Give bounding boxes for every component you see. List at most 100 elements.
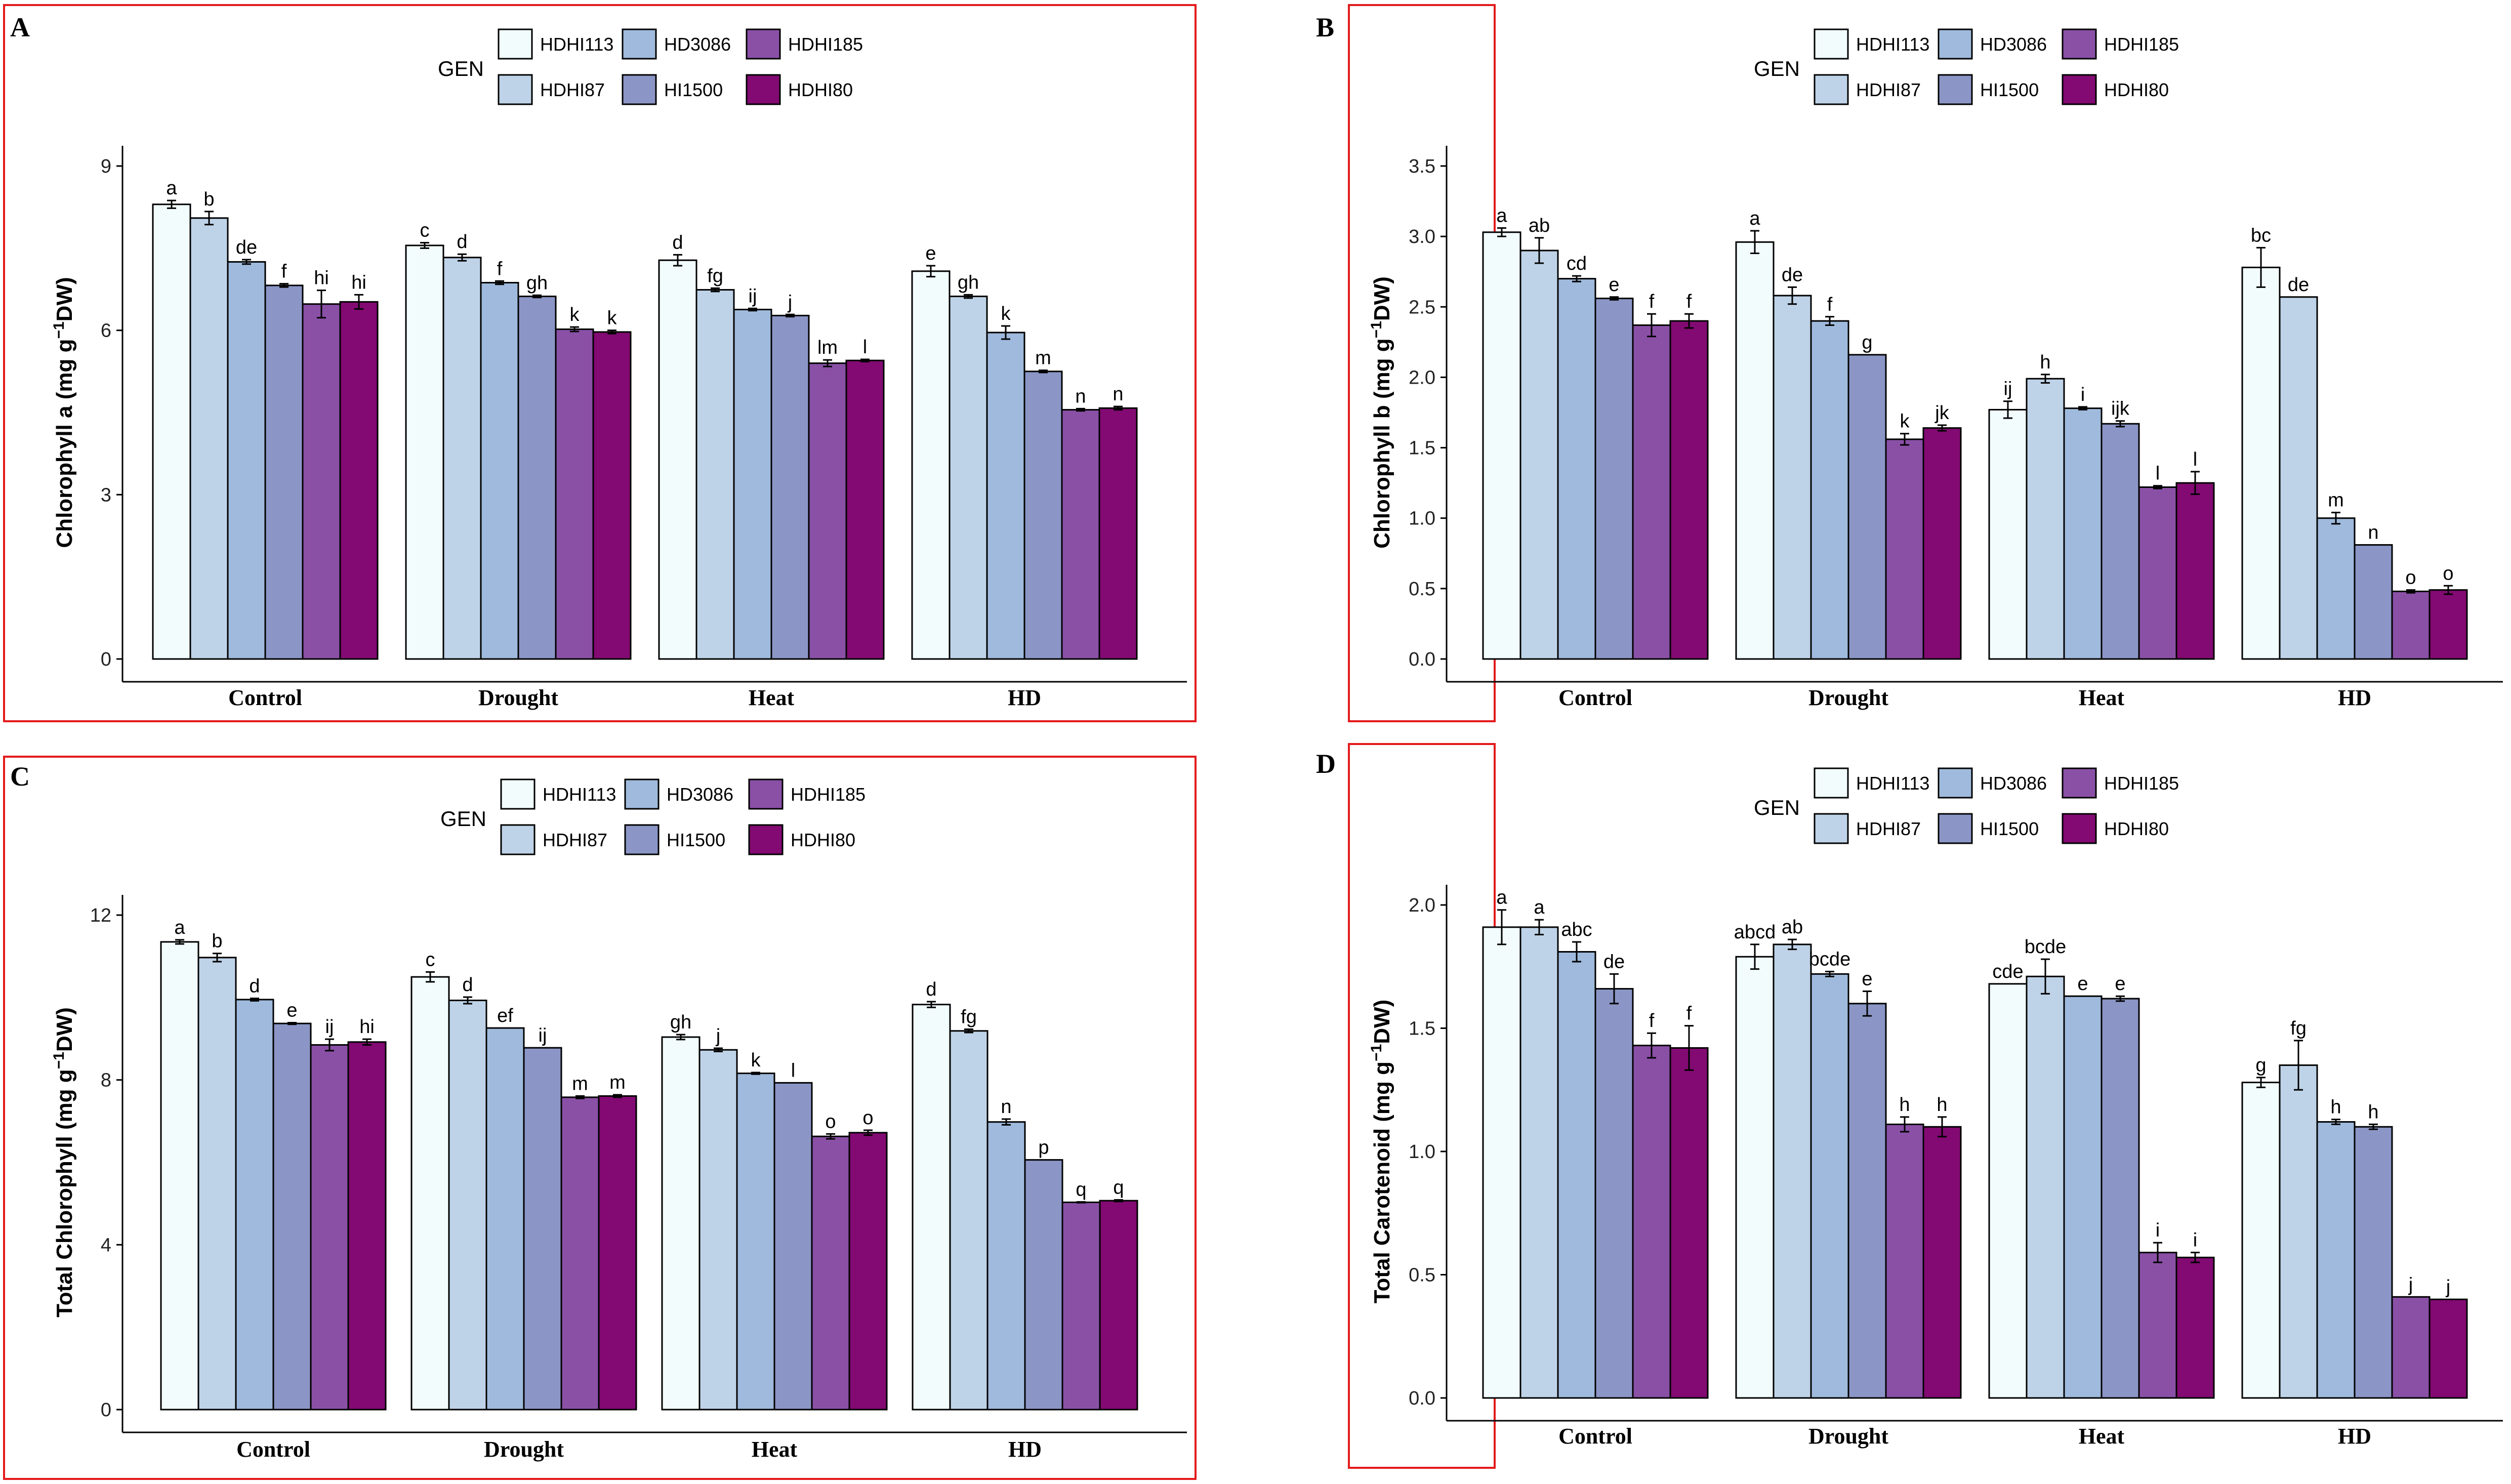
x-category-label: Drought	[484, 1437, 564, 1462]
significance-letter: l	[863, 337, 867, 358]
bar-hd3086-heat	[733, 309, 772, 660]
bar-hd3086-hd	[986, 332, 1025, 660]
significance-letter: a	[1496, 205, 1507, 226]
legend-title: GEN	[438, 57, 484, 80]
x-category-label: Heat	[752, 1437, 798, 1462]
significance-letter: n	[1075, 386, 1086, 407]
significance-letter: lm	[817, 337, 838, 358]
bar-hi1500-drought	[1847, 354, 1887, 660]
panel-b: B GEN HDHI113 HD3086 HDHI185 HDHI87 HI1500 HDHI…	[1316, 4, 2503, 722]
legend-key-hdhi185	[2062, 28, 2097, 60]
legend-key-hd3086	[1938, 28, 1973, 60]
legend-key-hdhi87	[1814, 74, 1849, 105]
significance-letter: b	[212, 931, 222, 952]
bar-hd3086-heat	[2063, 995, 2103, 1399]
x-category-label: Drought	[1808, 1424, 1888, 1449]
bar-hdhi113-hd	[911, 270, 951, 660]
legend-key-hdhi185	[748, 778, 784, 810]
bar-hd3086-hd	[2316, 517, 2356, 660]
significance-letter: n	[1113, 384, 1123, 405]
significance-letter: de	[2288, 274, 2309, 296]
bar-hdhi113-hd	[2241, 266, 2281, 660]
legend-label-hd3086: HD3086	[1980, 773, 2047, 794]
panel-frame	[3, 756, 1197, 1480]
x-category-label: HD	[1008, 685, 1041, 710]
y-tick-label: 1.0	[1409, 508, 1435, 529]
bar-hdhi113-control	[1482, 926, 1521, 1399]
bar-hi1500-hd	[1023, 370, 1063, 660]
bar-hdhi80-drought	[1922, 427, 1962, 660]
legend-label-hdhi80: HDHI80	[2104, 79, 2169, 100]
significance-letter: n	[2368, 522, 2378, 544]
bar-hi1500-drought	[1847, 1003, 1887, 1399]
bar-hdhi80-control	[1669, 320, 1709, 660]
legend-label-hdhi185: HDHI185	[788, 34, 863, 55]
y-tick-label: 0	[101, 1399, 111, 1421]
bar-hdhi185-heat	[2138, 1252, 2177, 1399]
legend-key-hdhi80	[746, 74, 781, 105]
x-category-label: Drought	[1808, 685, 1888, 710]
bar-hi1500-drought	[517, 296, 557, 660]
significance-letter: ij	[749, 285, 757, 307]
bar-hi1500-heat	[2101, 423, 2140, 660]
bar-hd3086-hd	[986, 1121, 1026, 1411]
legend-key-hdhi185	[746, 28, 781, 60]
significance-letter: o	[2443, 563, 2453, 584]
legend-key-hd3086	[1938, 767, 1973, 799]
legend-key-hdhi113	[1814, 767, 1849, 799]
bar-hdhi80-hd	[2428, 589, 2468, 660]
bar-hi1500-hd	[1024, 1159, 1063, 1411]
bar-hi1500-control	[1594, 298, 1634, 660]
legend-key-hdhi80	[2062, 74, 2097, 105]
significance-letter: l	[791, 1060, 795, 1081]
significance-letter: d	[672, 232, 683, 253]
significance-letter: d	[249, 975, 260, 997]
panel-letter: C	[10, 761, 30, 792]
legend-key-hdhi185	[2062, 767, 2097, 799]
bar-hdhi80-heat	[2175, 482, 2215, 660]
legend-label-hdhi113: HDHI113	[540, 34, 613, 55]
bar-hi1500-hd	[2354, 544, 2393, 660]
bar-hi1500-heat	[2101, 998, 2140, 1399]
significance-letter: k	[1001, 303, 1011, 324]
bar-hdhi185-hd	[1061, 409, 1100, 660]
significance-letter: j	[788, 292, 792, 313]
bar-hd3086-hd	[2316, 1121, 2356, 1399]
significance-letter: e	[2115, 973, 2125, 995]
bar-hdhi185-hd	[2391, 590, 2431, 660]
significance-letter: f	[281, 261, 287, 282]
bar-hi1500-heat	[773, 1082, 813, 1411]
significance-letter: e	[925, 243, 936, 264]
legend-label-hi1500: HI1500	[1980, 79, 2039, 100]
bar-hdhi80-control	[1669, 1047, 1709, 1399]
significance-letter: jk	[1934, 402, 1949, 424]
legend-key-hdhi113	[1814, 28, 1849, 60]
significance-letter: gh	[958, 272, 979, 293]
significance-letter: abc	[1561, 919, 1592, 940]
significance-letter: a	[166, 178, 177, 199]
y-axis-title: Chlorophyll b (mg g−1DW)	[1368, 276, 1394, 549]
bar-hdhi80-heat	[845, 359, 885, 660]
panel-letter: D	[1316, 749, 1336, 779]
significance-letter: a	[1496, 887, 1507, 909]
bar-hdhi113-drought	[1735, 956, 1775, 1399]
significance-letter: l	[2193, 449, 2197, 470]
bar-hd3086-control	[235, 999, 274, 1411]
bar-hdhi185-hd	[1061, 1201, 1101, 1411]
legend-label-hd3086: HD3086	[1980, 34, 2047, 55]
significance-letter: d	[926, 979, 936, 1000]
bar-hdhi185-control	[310, 1044, 349, 1411]
bar-hd3086-drought	[1810, 973, 1849, 1399]
bar-hdhi80-drought	[598, 1095, 637, 1411]
legend-title: GEN	[440, 807, 486, 831]
bar-hdhi185-heat	[808, 362, 847, 660]
x-category-label: HD	[2338, 685, 2371, 710]
bar-hdhi185-control	[302, 303, 341, 660]
significance-letter: i	[2193, 1230, 2197, 1251]
legend-title: GEN	[1754, 57, 1800, 80]
significance-letter: fg	[961, 1007, 977, 1028]
y-tick-label: 3	[101, 484, 111, 506]
significance-letter: hi	[359, 1016, 375, 1038]
bar-hdhi113-heat	[1988, 408, 2028, 660]
significance-letter: ij	[325, 1016, 334, 1038]
